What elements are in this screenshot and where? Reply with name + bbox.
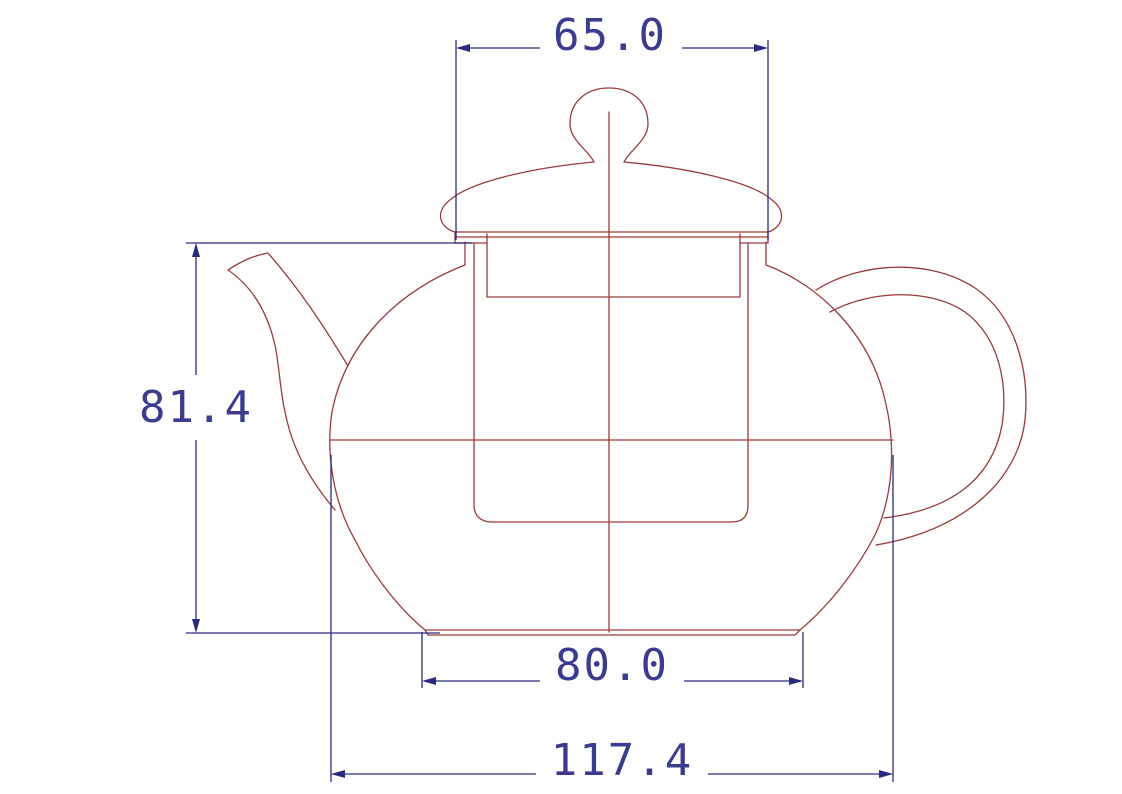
infuser-collar <box>486 242 741 298</box>
pot-base <box>424 629 801 636</box>
teapot-outline <box>227 87 1027 636</box>
base-width-arrow-right <box>789 677 803 685</box>
lid-knob <box>569 87 649 163</box>
dimension-lines: 65.0 81.4 80.0 117.4 <box>139 10 894 786</box>
lid-dome <box>439 161 783 233</box>
lid-width-arrow-left <box>456 44 470 52</box>
pot-body <box>329 241 893 631</box>
lid-width-label: 65.0 <box>553 10 667 61</box>
overall-width-arrow-left <box>331 770 345 778</box>
height-arrow-bottom <box>192 619 200 633</box>
infuser-basket <box>473 242 749 523</box>
base-width-label: 80.0 <box>555 640 669 691</box>
height-label: 81.4 <box>139 382 253 433</box>
base-width-arrow-left <box>422 677 436 685</box>
overall-width-arrow-right <box>879 770 893 778</box>
handle <box>815 266 1027 546</box>
lid-width-arrow-right <box>754 44 768 52</box>
spout <box>227 252 349 511</box>
overall-width-label: 117.4 <box>551 735 693 786</box>
height-arrow-top <box>192 243 200 257</box>
